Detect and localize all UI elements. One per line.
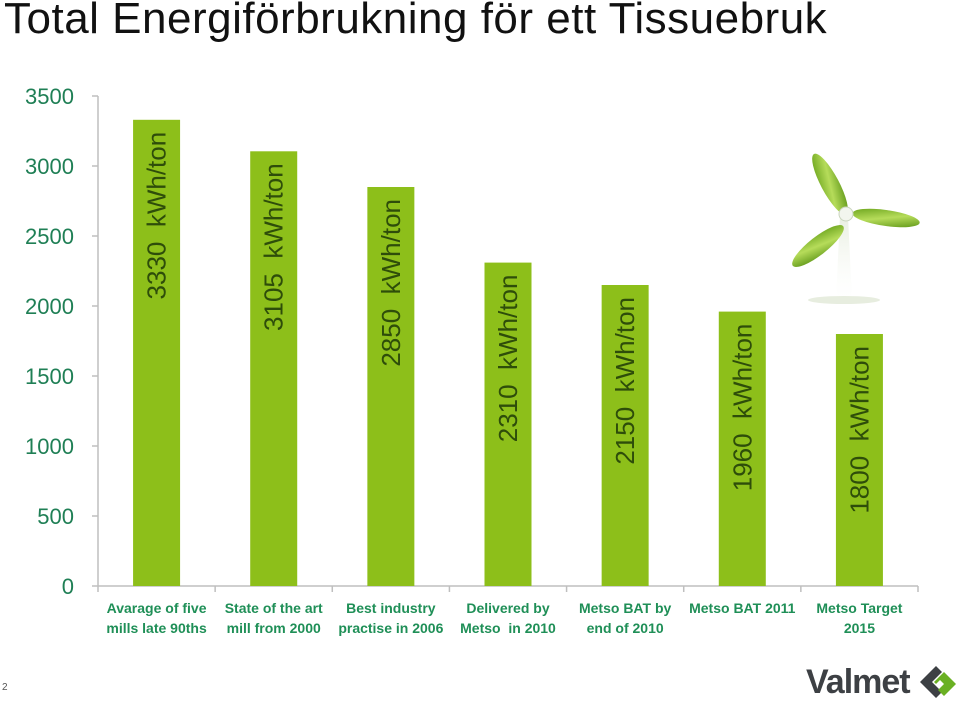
category-label: State of the art [225,600,323,616]
category-label: mills late 90ths [106,620,207,636]
category-label: Metso BAT by [579,600,672,616]
bar [484,262,532,586]
bar-chart: 0 500 1000 1500 2000 2500 3000 3500 3330 kWh/ton… [25,84,919,636]
y-tick-label: 2000 [25,294,74,319]
bar-data-label: 2310 kWh/ton [493,275,523,443]
bar [250,151,298,587]
category-label: practise in 2006 [338,620,443,636]
category-label: Metso BAT 2011 [689,600,796,616]
bar [367,187,415,586]
category-label: Avarage of five [107,600,207,616]
category-label: 2015 [844,620,875,636]
category-label: Metso in 2010 [460,620,556,636]
bar [601,285,649,586]
valmet-mark-icon [920,666,956,698]
bar-data-label: 1800 kWh/ton [844,346,874,514]
y-tick-label: 3000 [25,154,74,179]
bar [718,311,766,586]
y-tick-label: 2500 [25,224,74,249]
y-tick-label: 3500 [25,84,74,109]
y-tick-label: 1500 [25,364,74,389]
bar-data-label: 1960 kWh/ton [727,324,757,492]
bar-data-label: 2850 kWh/ton [376,199,406,367]
category-label: Metso Target [816,600,902,616]
logo-text: Valmet [806,663,911,701]
slide-title: Total Energiförbrukning för ett Tissuebr… [4,0,828,43]
category-label: mill from 2000 [227,620,321,636]
y-tick-label: 0 [62,574,74,599]
bar-data-label: 3105 kWh/ton [259,163,289,331]
y-tick-label: 500 [37,504,74,529]
bar-data-label: 3330 kWh/ton [142,132,172,300]
category-label: Delivered by [466,600,549,616]
category-label: end of 2010 [587,620,664,636]
valmet-logo: Valmet [806,660,956,704]
wind-turbine-icon [792,153,920,304]
bar-data-label: 2150 kWh/ton [610,297,640,465]
page-number: 2 [2,682,8,693]
bar [835,334,883,586]
category-label: Best industry [346,600,436,616]
bar [133,119,181,587]
y-tick-label: 1000 [25,434,74,459]
